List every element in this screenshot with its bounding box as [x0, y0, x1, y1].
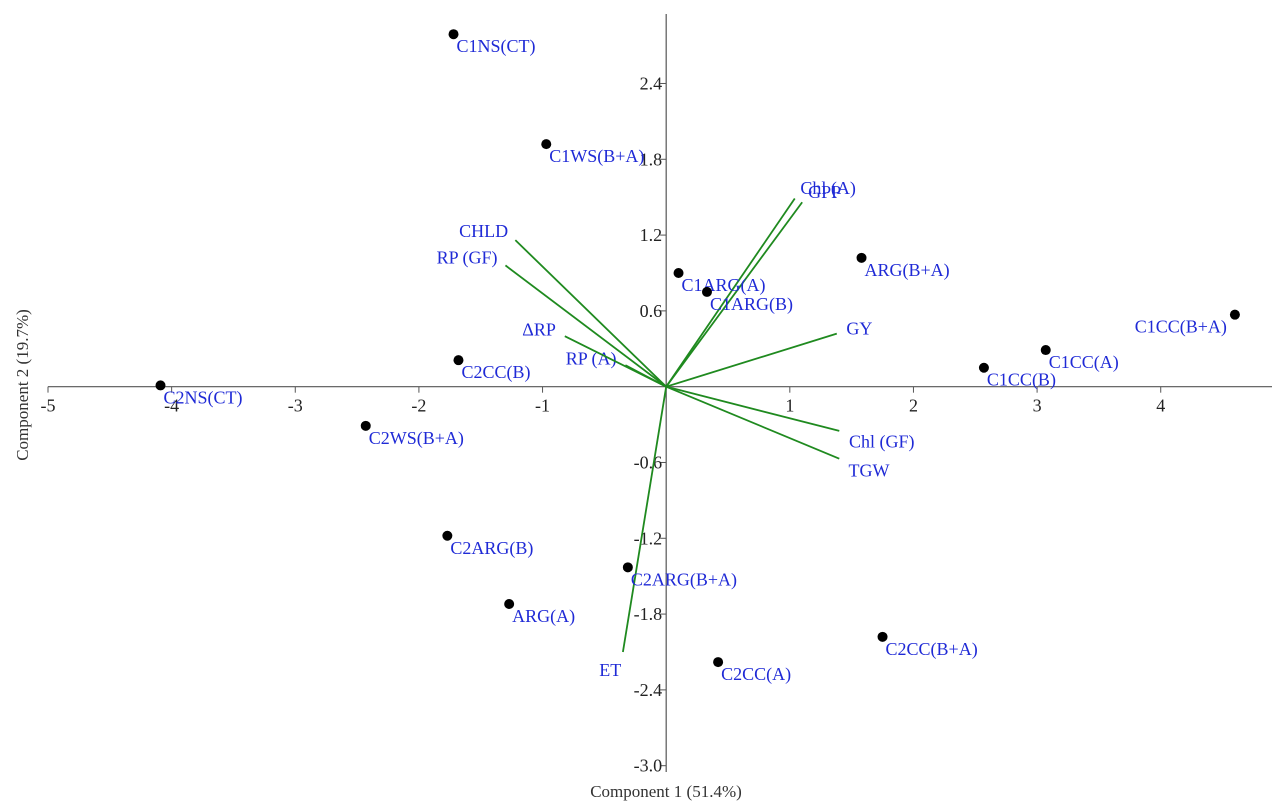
loading-vector — [514, 239, 667, 388]
score-point — [1040, 345, 1051, 356]
point-label: C1CC(B) — [987, 370, 1056, 391]
point-label: C1CC(A) — [1049, 352, 1119, 373]
loading-vector — [622, 386, 668, 653]
loading-vector — [665, 385, 840, 432]
point-label: C1WS(B+A) — [549, 146, 644, 167]
x-tick-label: 3 — [1033, 396, 1042, 416]
vector-label: Chl (GF) — [849, 431, 915, 452]
score-point — [453, 355, 464, 366]
point-label: C2CC(B) — [461, 362, 530, 383]
x-tick-label: -1 — [535, 396, 550, 416]
point-label: C1CC(B+A) — [1135, 317, 1227, 338]
score-points: C1NS(CT) C1WS(B+A) C1ARG(A)C1ARG(B) ARG(B+A… — [155, 29, 1240, 685]
point-label: C2ARG(B) — [450, 538, 533, 559]
point-label: C1NS(CT) — [457, 36, 536, 57]
score-point — [360, 420, 371, 431]
y-tick-label: -1.2 — [634, 528, 663, 548]
point-label: ARG(B+A) — [865, 260, 950, 281]
vector-label: RP (GF) — [437, 247, 498, 268]
point-label: C2CC(B+A) — [886, 639, 978, 660]
loading-vector — [504, 264, 667, 388]
score-point — [856, 252, 867, 263]
vector-label: Chl (A) — [800, 178, 856, 199]
loading-vector — [665, 197, 796, 388]
y-axis-title: Component 2 (19.7%) — [13, 309, 32, 461]
score-point — [442, 530, 453, 541]
score-point — [877, 631, 888, 642]
score-point — [448, 29, 459, 40]
score-point — [701, 286, 712, 297]
x-tick-label: -3 — [288, 396, 303, 416]
x-tick-label: 1 — [785, 396, 794, 416]
score-point — [978, 362, 989, 373]
point-label: C2ARG(B+A) — [631, 569, 737, 590]
y-tick-label: 2.4 — [640, 73, 663, 93]
vector-label: GPP — [808, 182, 841, 202]
x-tick-label: 2 — [909, 396, 918, 416]
vector-label: ET — [599, 660, 621, 680]
x-axis-title: Component 1 (51.4%) — [590, 782, 742, 801]
loading-vector — [665, 332, 838, 388]
axes: -5 -4 -3 -2 -1 1 2 3 4 -3.0 -2.4 -1.8 -1.2 -0.6 0.6 1.2… — [41, 14, 1272, 776]
y-tick-label: -2.4 — [634, 680, 663, 700]
score-point — [504, 598, 515, 609]
point-label: C2WS(B+A) — [369, 428, 464, 449]
y-tick-label: 1.2 — [640, 225, 663, 245]
y-tick-label: -3.0 — [634, 756, 663, 776]
loading-vectors: Chl (A)GPP CHLD RP (GF) RP (A) ΔRP GY Chl (GF)… — [437, 178, 915, 680]
loading-vector — [665, 201, 803, 388]
score-point — [673, 267, 684, 278]
score-point — [541, 139, 552, 150]
point-label: ARG(A) — [512, 606, 575, 627]
x-tick-label: -2 — [411, 396, 426, 416]
x-tick-label: -5 — [41, 396, 56, 416]
point-label: C1ARG(B) — [710, 294, 793, 315]
point-label: C1ARG(A) — [682, 275, 766, 296]
point-label: C2CC(A) — [721, 664, 791, 685]
loading-vector — [564, 335, 667, 388]
y-tick-label: -0.6 — [634, 452, 663, 472]
vector-label: CHLD — [459, 221, 508, 241]
vector-label: ΔRP — [522, 320, 556, 340]
score-point — [713, 657, 724, 668]
x-tick-label: 4 — [1156, 396, 1165, 416]
y-tick-label: -1.8 — [634, 604, 663, 624]
score-point — [155, 380, 166, 391]
y-tick-label: 1.8 — [640, 149, 663, 169]
vector-label: RP (A) — [566, 349, 617, 370]
point-label: C2NS(CT) — [164, 387, 243, 408]
vector-label: TGW — [849, 461, 890, 481]
x-tick-label: -4 — [164, 396, 179, 416]
y-tick-label: 0.6 — [640, 301, 663, 321]
loading-vector — [665, 385, 840, 460]
vector-label: GY — [846, 319, 872, 339]
score-point — [1229, 309, 1240, 320]
score-point — [622, 562, 633, 573]
